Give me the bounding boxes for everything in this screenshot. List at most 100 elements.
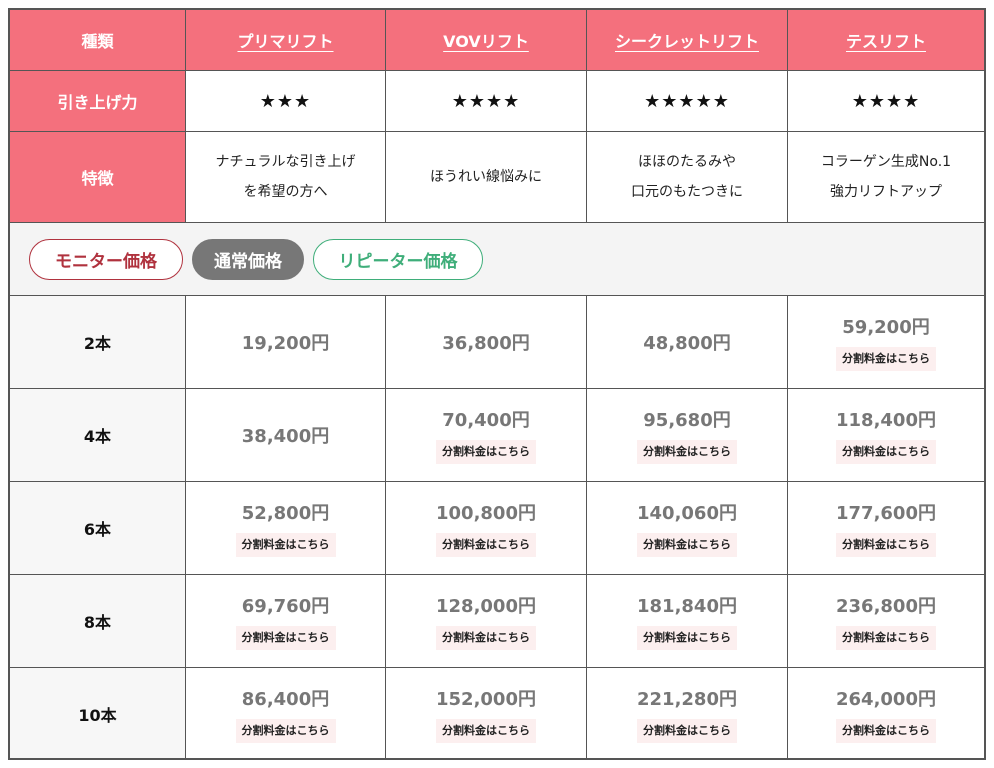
feature-text: ほうれい線悩みに (430, 169, 542, 185)
split-payment-link[interactable]: 分割料金はこちら (637, 718, 737, 743)
product-link-tes[interactable]: テスリフト (845, 32, 926, 51)
price-cell: 86,400円 分割料金はこちら (186, 668, 386, 758)
split-payment-link[interactable]: 分割料金はこちら (836, 533, 936, 557)
star-rating: ★★★★★ (587, 71, 788, 131)
split-payment-link[interactable]: 分割料金はこちら (836, 347, 936, 371)
tab-monitor-price[interactable]: モニター価格 (29, 238, 183, 280)
price-cell: 70,400円 分割料金はこちら (386, 389, 587, 481)
power-row: 引き上げ力 ★★★ ★★★★ ★★★★★ ★★★★ (10, 71, 984, 132)
price-value: 236,800円 (836, 596, 936, 617)
feature-cell: ほうれい線悩みに (386, 132, 587, 222)
split-payment-link[interactable]: 分割料金はこちら (235, 718, 336, 743)
split-payment-link[interactable]: 分割料金はこちら (436, 718, 536, 743)
price-cell: 128,000円 分割料金はこちら (386, 575, 587, 667)
price-value: 86,400円 (241, 688, 330, 710)
price-rows: 2本 19,200円 36,800円 48,800円 59,200円 分割料金はこちら 4本… (10, 296, 984, 758)
power-label: 引き上げ力 (10, 71, 186, 131)
price-value: 221,280円 (637, 688, 737, 710)
price-value: 52,800円 (241, 503, 330, 524)
header-row: 種類 プリマリフト VOVリフト シークレットリフト テスリフト (10, 10, 984, 71)
price-value: 38,400円 (241, 426, 330, 447)
price-value: 69,760円 (241, 596, 330, 617)
price-cell: 36,800円 (386, 296, 587, 388)
quantity-label: 10本 (10, 668, 186, 758)
feature-text: ほほのたるみや (638, 154, 736, 170)
price-value: 19,200円 (241, 333, 330, 354)
header-cell: VOVリフト (386, 10, 587, 70)
header-cell: プリマリフト (186, 10, 386, 70)
price-cell: 221,280円 分割料金はこちら (587, 668, 788, 758)
price-cell: 52,800円 分割料金はこちら (186, 482, 386, 574)
star-rating: ★★★ (186, 71, 386, 131)
price-cell: 95,680円 分割料金はこちら (587, 389, 788, 481)
product-link-secret[interactable]: シークレットリフト (614, 32, 759, 51)
price-row: 8本 69,760円 分割料金はこちら 128,000円 分割料金はこちら 181,840… (10, 575, 984, 668)
price-comparison-table: 種類 プリマリフト VOVリフト シークレットリフト テスリフト 引き上げ力 ★… (8, 8, 986, 760)
price-value: 48,800円 (643, 333, 731, 354)
price-value: 177,600円 (836, 503, 936, 524)
price-cell: 100,800円 分割料金はこちら (386, 482, 587, 574)
price-cell: 152,000円 分割料金はこちら (386, 668, 587, 758)
price-cell: 19,200円 (186, 296, 386, 388)
split-payment-link[interactable]: 分割料金はこちら (436, 626, 536, 650)
price-cell: 48,800円 (587, 296, 788, 388)
split-payment-link[interactable]: 分割料金はこちら (436, 440, 536, 464)
product-link-vov[interactable]: VOVリフト (443, 32, 529, 51)
price-tabs-row: モニター価格 通常価格 リピーター価格 (10, 223, 984, 296)
split-payment-link[interactable]: 分割料金はこちら (836, 440, 936, 464)
star-rating: ★★★★ (386, 71, 587, 131)
price-value: 59,200円 (842, 317, 930, 338)
price-value: 264,000円 (836, 688, 936, 710)
price-value: 128,000円 (436, 596, 536, 617)
features-row: 特徴 ナチュラルな引き上げ を希望の方へ ほうれい線悩みに ほほのたるみや 口元… (10, 132, 984, 223)
quantity-label: 4本 (10, 389, 186, 481)
price-row: 10本 86,400円 分割料金はこちら 152,000円 分割料金はこちら 221,28… (10, 668, 984, 758)
price-cell: 69,760円 分割料金はこちら (186, 575, 386, 667)
price-value: 152,000円 (436, 688, 536, 710)
feature-text: ナチュラルな引き上げ (215, 154, 356, 170)
price-value: 100,800円 (436, 503, 536, 524)
product-link-prima[interactable]: プリマリフト (237, 32, 334, 51)
price-value: 118,400円 (836, 410, 936, 431)
price-value: 95,680円 (643, 410, 731, 431)
star-rating: ★★★★ (851, 90, 921, 112)
price-row: 6本 52,800円 分割料金はこちら 100,800円 分割料金はこちら 140,060… (10, 482, 984, 575)
quantity-label: 8本 (10, 575, 186, 667)
split-payment-link[interactable]: 分割料金はこちら (235, 533, 336, 557)
split-payment-link[interactable]: 分割料金はこちら (637, 533, 737, 557)
price-cell: 140,060円 分割料金はこちら (587, 482, 788, 574)
header-cell: テスリフト (788, 10, 984, 70)
header-cell: シークレットリフト (587, 10, 788, 70)
price-row: 2本 19,200円 36,800円 48,800円 59,200円 分割料金はこちら (10, 296, 984, 389)
price-cell: 236,800円 分割料金はこちら (788, 575, 984, 667)
price-cell: 264,000円 分割料金はこちら (788, 668, 984, 758)
split-payment-link[interactable]: 分割料金はこちら (836, 718, 936, 743)
split-payment-link[interactable]: 分割料金はこちら (637, 626, 737, 650)
features-label: 特徴 (10, 132, 186, 222)
split-payment-link[interactable]: 分割料金はこちら (836, 626, 936, 650)
header-label: 種類 (10, 10, 186, 70)
price-value: 140,060円 (637, 503, 737, 524)
feature-text: コラーゲン生成No.1 (820, 154, 952, 170)
feature-cell: ほほのたるみや 口元のもたつきに (587, 132, 788, 222)
price-cell: 118,400円 分割料金はこちら (788, 389, 984, 481)
price-cell: 177,600円 分割料金はこちら (788, 482, 984, 574)
tab-repeater-price[interactable]: リピーター価格 (313, 238, 483, 280)
feature-cell: ナチュラルな引き上げ を希望の方へ (186, 132, 386, 222)
feature-text: を希望の方へ (243, 184, 328, 200)
price-value: 70,400円 (442, 410, 530, 431)
price-value: 181,840円 (637, 596, 737, 617)
price-row: 4本 38,400円 70,400円 分割料金はこちら 95,680円 分割料金はこちら 1… (10, 389, 984, 482)
quantity-label: 2本 (10, 296, 186, 388)
feature-text: 強力リフトアップ (830, 184, 942, 200)
split-payment-link[interactable]: 分割料金はこちら (436, 533, 536, 557)
split-payment-link[interactable]: 分割料金はこちら (637, 440, 737, 464)
tab-normal-price[interactable]: 通常価格 (192, 238, 304, 280)
price-value: 36,800円 (442, 333, 530, 354)
quantity-label: 6本 (10, 482, 186, 574)
feature-text: 口元のもたつきに (631, 184, 743, 200)
feature-cell: コラーゲン生成No.1 強力リフトアップ (788, 132, 984, 222)
price-cell: 59,200円 分割料金はこちら (788, 296, 984, 388)
split-payment-link[interactable]: 分割料金はこちら (235, 626, 336, 650)
price-cell: 181,840円 分割料金はこちら (587, 575, 788, 667)
